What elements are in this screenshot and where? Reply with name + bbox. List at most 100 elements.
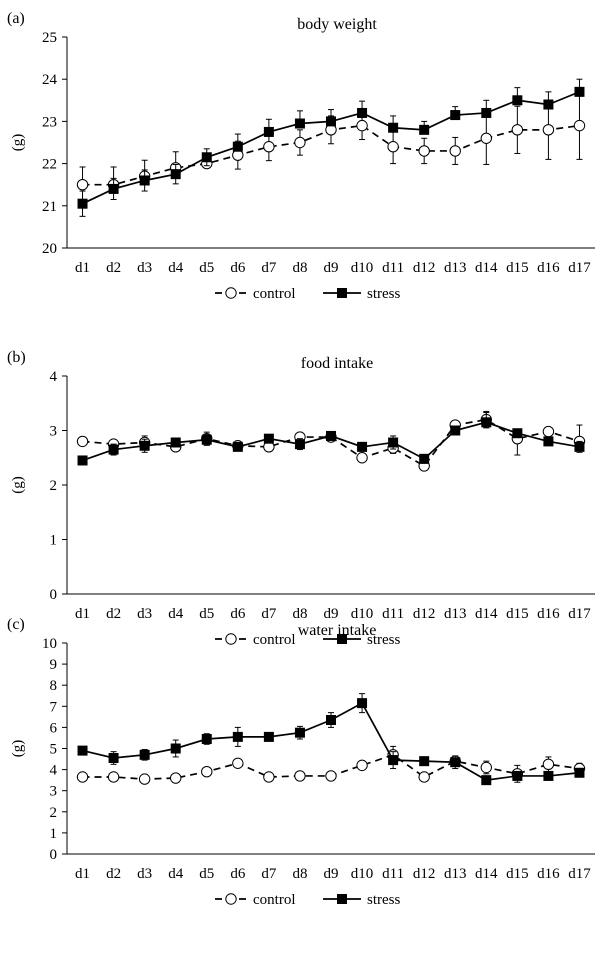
x-tick-label: d12 [413, 866, 436, 882]
y-tick-label: 9 [50, 657, 58, 673]
data-point-stress [543, 99, 554, 110]
x-tick-label: d9 [324, 866, 339, 882]
data-point-control [542, 758, 555, 771]
series-stress [77, 412, 585, 466]
data-point-stress [294, 439, 305, 450]
data-point-control [263, 771, 275, 783]
x-tick-label: d4 [168, 606, 184, 622]
y-tick-label: 20 [42, 241, 57, 257]
data-point-stress [201, 152, 212, 163]
x-tick-label: d12 [413, 606, 436, 622]
x-tick-label: d8 [292, 260, 307, 276]
data-point-stress [450, 425, 461, 436]
data-point-stress [77, 198, 88, 209]
x-tick-label: d6 [230, 866, 246, 882]
data-point-stress [294, 118, 305, 129]
data-point-control [294, 770, 306, 782]
y-tick-label: 6 [50, 720, 58, 736]
legend-marker-control [225, 633, 237, 645]
data-point-control [76, 179, 89, 191]
data-point-stress [139, 175, 150, 186]
legend-marker-control [225, 893, 237, 905]
legend-label-stress: stress [367, 632, 400, 648]
series-line-stress [82, 91, 580, 205]
x-tick-label: d5 [199, 260, 214, 276]
data-point-control [449, 145, 461, 157]
legend-marker-control [225, 287, 237, 299]
x-tick-label: d15 [506, 260, 529, 276]
x-tick-label: d5 [199, 606, 214, 622]
data-point-stress [357, 698, 368, 709]
chart-title: body weight [297, 16, 377, 33]
data-point-control [418, 145, 430, 157]
x-tick-label: d13 [444, 260, 467, 276]
data-point-control [511, 124, 524, 136]
x-tick-label: d3 [137, 866, 152, 882]
x-tick-label: d10 [351, 606, 374, 622]
y-tick-label: 21 [42, 199, 57, 215]
panel-label: (b) [7, 349, 26, 366]
data-point-stress [108, 752, 119, 763]
y-tick-label: 23 [42, 114, 57, 130]
data-point-control [542, 425, 555, 438]
x-tick-label: d17 [568, 260, 591, 276]
data-point-control [325, 770, 337, 782]
data-point-stress [357, 441, 368, 452]
data-point-stress [388, 755, 399, 766]
data-point-control [480, 761, 492, 774]
data-point-stress [481, 775, 492, 786]
data-point-control [263, 141, 275, 153]
data-point-control [138, 773, 151, 785]
x-tick-label: d12 [413, 260, 436, 276]
data-point-control [76, 771, 89, 783]
series-control [76, 410, 586, 472]
data-point-stress [419, 124, 430, 135]
data-point-stress [326, 430, 336, 441]
x-tick-label: d10 [351, 260, 374, 276]
data-point-stress [543, 436, 554, 447]
data-point-control [573, 119, 586, 132]
data-point-control [387, 141, 399, 153]
y-tick-label: 2 [50, 478, 58, 494]
legend-marker-stress [337, 288, 347, 298]
x-tick-label: d6 [230, 260, 246, 276]
x-tick-label: d15 [506, 606, 529, 622]
y-axis-label: (g) [10, 134, 26, 152]
legend-label-control: control [253, 286, 296, 302]
x-tick-label: d8 [292, 606, 307, 622]
data-point-stress [357, 107, 368, 118]
data-point-control [232, 757, 244, 769]
data-point-control [480, 132, 492, 144]
y-tick-label: 3 [50, 784, 58, 800]
y-tick-label: 5 [50, 742, 58, 758]
data-point-stress [77, 745, 88, 756]
y-tick-label: 4 [50, 369, 58, 385]
x-tick-label: d5 [199, 866, 214, 882]
y-tick-label: 24 [42, 72, 58, 88]
data-point-stress [170, 437, 181, 448]
y-tick-label: 3 [50, 424, 58, 440]
data-point-stress [108, 183, 119, 194]
y-tick-label: 4 [50, 763, 58, 779]
data-point-stress [388, 437, 399, 448]
series-stress [77, 78, 585, 217]
data-point-stress [450, 757, 461, 768]
data-point-stress [481, 107, 492, 118]
data-point-control [356, 759, 368, 772]
legend: control stress [215, 892, 400, 908]
data-point-stress [139, 749, 150, 760]
data-point-control [170, 772, 182, 784]
data-point-stress [294, 727, 305, 738]
chart-panel-2: (b) food intake (g) 0 1 2 3 4 d1 d2 d3 d4 d5 d6 d7 d8 d9… [7, 349, 595, 648]
x-tick-label: d7 [261, 606, 277, 622]
x-tick-label: d4 [168, 260, 184, 276]
x-tick-label: d2 [106, 606, 121, 622]
data-point-control [356, 452, 368, 464]
y-tick-label: 1 [50, 826, 58, 842]
x-tick-label: d9 [324, 606, 339, 622]
panel-label: (c) [7, 616, 25, 633]
x-tick-label: d6 [230, 606, 246, 622]
y-tick-label: 22 [42, 157, 57, 173]
data-point-stress [139, 440, 150, 451]
data-point-stress [419, 453, 430, 464]
